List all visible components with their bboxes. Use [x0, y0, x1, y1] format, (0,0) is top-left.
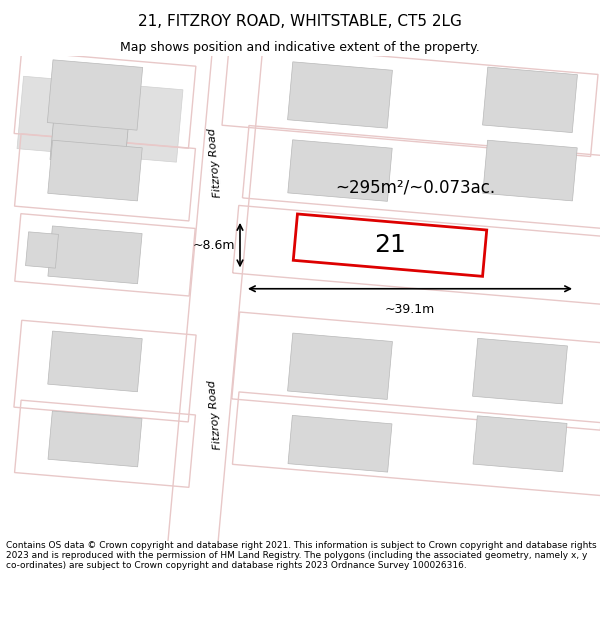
Polygon shape [473, 416, 567, 472]
Polygon shape [48, 331, 142, 392]
Polygon shape [26, 232, 58, 268]
Text: Fitzroy Road: Fitzroy Road [207, 127, 223, 198]
Text: 21: 21 [374, 233, 406, 257]
Text: Fitzroy Road: Fitzroy Road [207, 379, 223, 450]
Polygon shape [48, 140, 142, 201]
Text: Contains OS data © Crown copyright and database right 2021. This information is : Contains OS data © Crown copyright and d… [6, 541, 596, 571]
Polygon shape [17, 76, 183, 162]
Polygon shape [288, 140, 392, 201]
Text: Map shows position and indicative extent of the property.: Map shows position and indicative extent… [120, 41, 480, 54]
Polygon shape [48, 226, 142, 284]
Polygon shape [47, 60, 143, 130]
Polygon shape [167, 46, 263, 551]
Polygon shape [287, 62, 392, 128]
Polygon shape [483, 140, 577, 201]
Polygon shape [287, 333, 392, 399]
Text: 21, FITZROY ROAD, WHITSTABLE, CT5 2LG: 21, FITZROY ROAD, WHITSTABLE, CT5 2LG [138, 14, 462, 29]
Polygon shape [50, 102, 130, 166]
Polygon shape [48, 411, 142, 467]
Polygon shape [293, 214, 487, 276]
Polygon shape [482, 67, 577, 132]
Polygon shape [288, 416, 392, 472]
Polygon shape [473, 338, 568, 404]
Text: ~295m²/~0.073ac.: ~295m²/~0.073ac. [335, 178, 495, 196]
Text: ~8.6m: ~8.6m [193, 239, 235, 252]
Text: ~39.1m: ~39.1m [385, 303, 435, 316]
